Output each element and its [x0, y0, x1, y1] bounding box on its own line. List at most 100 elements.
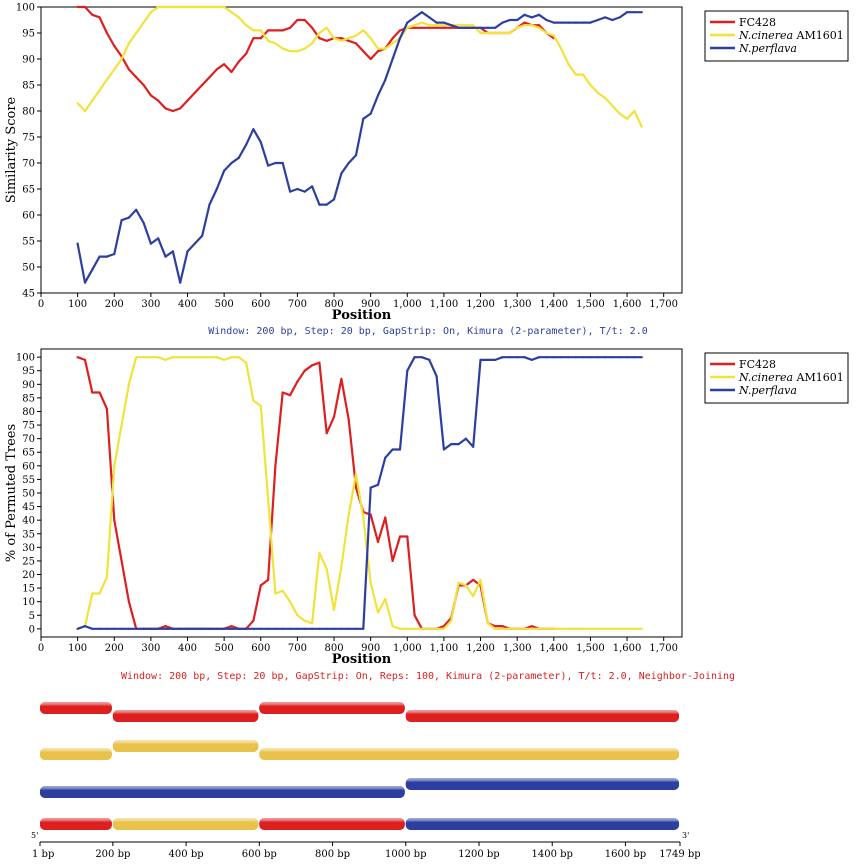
- similarity-data-point: [325, 203, 328, 206]
- similarity-x-tick-label: 1,500: [576, 299, 605, 310]
- similarity-data-point: [186, 5, 189, 9]
- similarity-data-point: [252, 29, 255, 32]
- similarity-data-point: [501, 21, 504, 24]
- schematic-segment-shade: [405, 818, 679, 830]
- similarity-data-point: [560, 21, 563, 24]
- similarity-data-point: [303, 18, 306, 22]
- permuted-data-point: [245, 627, 248, 630]
- permuted-data-point: [120, 627, 123, 630]
- similarity-data-point: [127, 68, 130, 71]
- permuted-data-point: [149, 356, 152, 359]
- permuted-data-point: [354, 627, 358, 630]
- permuted-data-point: [91, 391, 94, 394]
- permuted-data-point: [391, 559, 394, 562]
- similarity-y-tick-label: 45: [22, 289, 35, 300]
- similarity-data-point: [604, 16, 607, 19]
- permuted-data-point: [354, 486, 358, 489]
- similarity-data-point: [618, 16, 621, 19]
- similarity-x-tick-label: 1,700: [649, 299, 678, 310]
- similarity-data-point: [311, 185, 314, 188]
- similarity-series-line: [76, 5, 643, 128]
- permuted-data-point: [479, 358, 482, 361]
- permuted-data-point: [76, 356, 79, 359]
- similarity-data-point: [120, 57, 123, 61]
- similarity-data-point: [362, 117, 365, 120]
- similarity-data-point: [215, 187, 218, 191]
- similarity-data-point: [274, 161, 277, 165]
- permuted-data-point: [530, 625, 533, 628]
- similarity-data-point: [171, 5, 174, 9]
- similarity-data-point: [135, 76, 138, 79]
- permuted-y-tick-label: 95: [22, 366, 35, 377]
- similarity-data-point: [369, 112, 372, 115]
- permuted-data-point: [230, 356, 233, 359]
- similarity-data-point: [186, 99, 189, 102]
- similarity-x-tick-label: 1,100: [430, 299, 459, 310]
- similarity-x-tick-label: 0: [38, 299, 44, 310]
- permuted-legend-label: FC428: [739, 358, 776, 371]
- similarity-x-tick-label: 1,000: [393, 299, 422, 310]
- similarity-data-point: [626, 117, 629, 120]
- similarity-data-point: [369, 37, 372, 40]
- permuted-data-point: [267, 497, 270, 500]
- permuted-data-point: [296, 614, 299, 617]
- similarity-data-point: [259, 141, 262, 144]
- permuted-data-point: [545, 627, 548, 630]
- permuted-data-point: [604, 627, 607, 630]
- permuted-data-point: [105, 627, 108, 630]
- permuted-data-point: [560, 627, 563, 630]
- similarity-data-point: [442, 21, 445, 24]
- permuted-legend-label: N.perflava: [738, 384, 797, 397]
- permuted-data-point: [186, 356, 189, 359]
- permuted-y-tick-label: 15: [22, 584, 35, 595]
- schematic-segment-shade: [40, 818, 112, 830]
- permuted-data-point: [318, 361, 321, 364]
- similarity-data-point: [105, 31, 108, 35]
- permuted-data-point: [223, 627, 226, 630]
- similarity-data-point: [435, 24, 438, 27]
- permuted-data-point: [567, 627, 570, 630]
- similarity-data-point: [347, 37, 350, 40]
- permuted-data-point: [633, 356, 636, 359]
- similarity-data-point: [369, 57, 372, 61]
- permuted-data-point: [435, 627, 438, 630]
- similarity-data-point: [523, 24, 526, 27]
- similarity-y-tick-label: 50: [22, 263, 35, 274]
- permuted-data-point: [640, 356, 643, 359]
- similarity-data-point: [186, 250, 189, 253]
- permuted-data-point: [252, 619, 255, 622]
- permuted-data-point: [318, 551, 321, 554]
- similarity-data-point: [354, 154, 358, 157]
- permuted-data-point: [303, 369, 306, 372]
- similarity-data-point: [201, 234, 204, 237]
- similarity-data-point: [142, 83, 145, 87]
- similarity-data-point: [362, 29, 365, 32]
- similarity-data-point: [332, 198, 336, 201]
- similarity-data-point: [230, 70, 233, 74]
- permuted-data-point: [105, 407, 108, 410]
- similarity-data-point: [208, 5, 211, 9]
- similarity-data-point: [442, 24, 445, 27]
- permuted-data-point: [442, 627, 445, 630]
- similarity-y-axis-label: Similarity Score: [4, 96, 19, 203]
- similarity-data-point: [105, 78, 108, 81]
- similarity-data-point: [237, 16, 240, 19]
- permuted-data-point: [574, 356, 577, 359]
- permuted-data-point: [552, 356, 555, 359]
- permuted-data-point: [289, 627, 292, 630]
- similarity-data-point: [391, 57, 394, 61]
- permuted-data-point: [98, 627, 101, 630]
- similarity-data-point: [259, 37, 262, 40]
- permuted-data-point: [127, 600, 130, 603]
- similarity-y-tick-label: 90: [22, 55, 35, 66]
- permuted-x-tick-label: 1,500: [576, 643, 605, 654]
- similarity-data-point: [428, 16, 431, 19]
- similarity-data-point: [626, 11, 629, 14]
- similarity-data-point: [516, 26, 519, 29]
- similarity-data-point: [325, 26, 328, 29]
- similarity-data-point: [164, 255, 167, 258]
- permuted-data-point: [91, 592, 94, 595]
- similarity-data-point: [472, 24, 475, 27]
- permuted-data-point: [501, 627, 504, 630]
- permuted-data-point: [391, 625, 394, 628]
